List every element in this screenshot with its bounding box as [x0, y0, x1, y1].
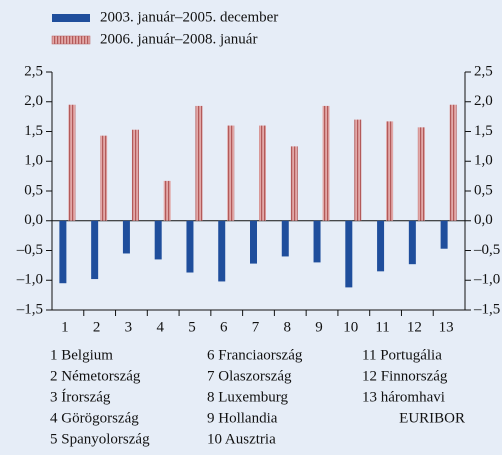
note: EURIBOR	[399, 410, 465, 426]
note: 2 Németország	[50, 368, 141, 384]
bar	[281, 220, 289, 257]
y2-tick-label: 0,0	[474, 212, 493, 228]
legend-label: 2006. január–2008. január	[100, 31, 257, 47]
bar	[227, 125, 235, 221]
legend-swatch	[51, 35, 91, 45]
bar	[163, 180, 171, 221]
y2-tick-label: 0,5	[474, 182, 493, 198]
y2-tick-label: –1,0	[473, 272, 500, 288]
x-tick-label: 10	[343, 319, 358, 335]
y-tick-label: 0,5	[24, 182, 43, 198]
bar	[59, 220, 67, 284]
x-tick-label: 13	[439, 319, 454, 335]
note: 4 Görögország	[50, 410, 139, 426]
y-tick-label: 0,0	[24, 212, 43, 228]
bar	[449, 104, 457, 221]
note: 5 Spanyolország	[50, 431, 150, 447]
legend-label: 2003. január–2005. december	[100, 9, 278, 25]
x-tick-label: 5	[188, 319, 196, 335]
x-tick-label: 8	[284, 319, 292, 335]
bar	[386, 121, 394, 221]
bar	[259, 125, 266, 221]
note: 9 Hollandia	[207, 410, 278, 426]
note: 6 Franciaország	[207, 347, 303, 363]
bar	[68, 104, 76, 221]
x-tick-label: 11	[375, 319, 389, 335]
bar	[377, 220, 385, 272]
y2-tick-label: 2,5	[474, 63, 493, 79]
bar	[131, 129, 139, 221]
x-tick-label: 9	[315, 319, 323, 335]
bar	[195, 105, 203, 221]
bar	[440, 220, 448, 249]
y-tick-label: 2,5	[24, 63, 43, 79]
x-tick-label: 7	[252, 319, 260, 335]
note: 3 Írország	[50, 388, 111, 405]
y-tick-label: –1,0	[16, 272, 43, 288]
note: 11 Portugália	[362, 347, 442, 363]
bar	[91, 220, 99, 280]
bar	[408, 220, 416, 265]
y-tick-label: –0,5	[16, 242, 43, 258]
bar	[250, 220, 257, 264]
y-tick-label: –1,5	[16, 301, 43, 317]
y2-tick-label: 1,0	[474, 153, 493, 169]
bar	[313, 220, 321, 263]
bar	[290, 146, 298, 221]
bar	[345, 220, 353, 288]
bar	[417, 127, 425, 221]
x-tick-label: 6	[220, 319, 228, 335]
y2-tick-label: 2,0	[474, 93, 493, 109]
bar	[218, 220, 226, 282]
note: 7 Olaszország	[207, 368, 292, 384]
x-tick-label: 1	[61, 319, 69, 335]
y-tick-label: 1,5	[24, 123, 43, 139]
note: 13 háromhavi	[362, 389, 445, 405]
note: 8 Luxemburg	[207, 389, 288, 405]
legend-swatch	[52, 14, 90, 22]
y2-tick-label: 1,5	[474, 123, 493, 139]
bar	[100, 135, 108, 221]
x-tick-label: 2	[93, 319, 101, 335]
note: 1 Belgium	[50, 347, 113, 363]
note: 10 Ausztria	[207, 431, 276, 447]
bar	[322, 105, 330, 221]
y-tick-label: 1,0	[24, 153, 43, 169]
y-tick-label: 2,0	[24, 93, 43, 109]
x-tick-label: 12	[407, 319, 422, 335]
y2-tick-label: –0,5	[473, 242, 500, 258]
note: 12 Finnország	[362, 368, 448, 384]
x-tick-label: 4	[156, 319, 164, 335]
bar	[122, 220, 130, 254]
bar	[354, 119, 362, 221]
bar	[154, 220, 162, 260]
x-tick-label: 3	[125, 319, 133, 335]
bar	[186, 220, 194, 273]
y2-tick-label: –1,5	[473, 301, 500, 317]
